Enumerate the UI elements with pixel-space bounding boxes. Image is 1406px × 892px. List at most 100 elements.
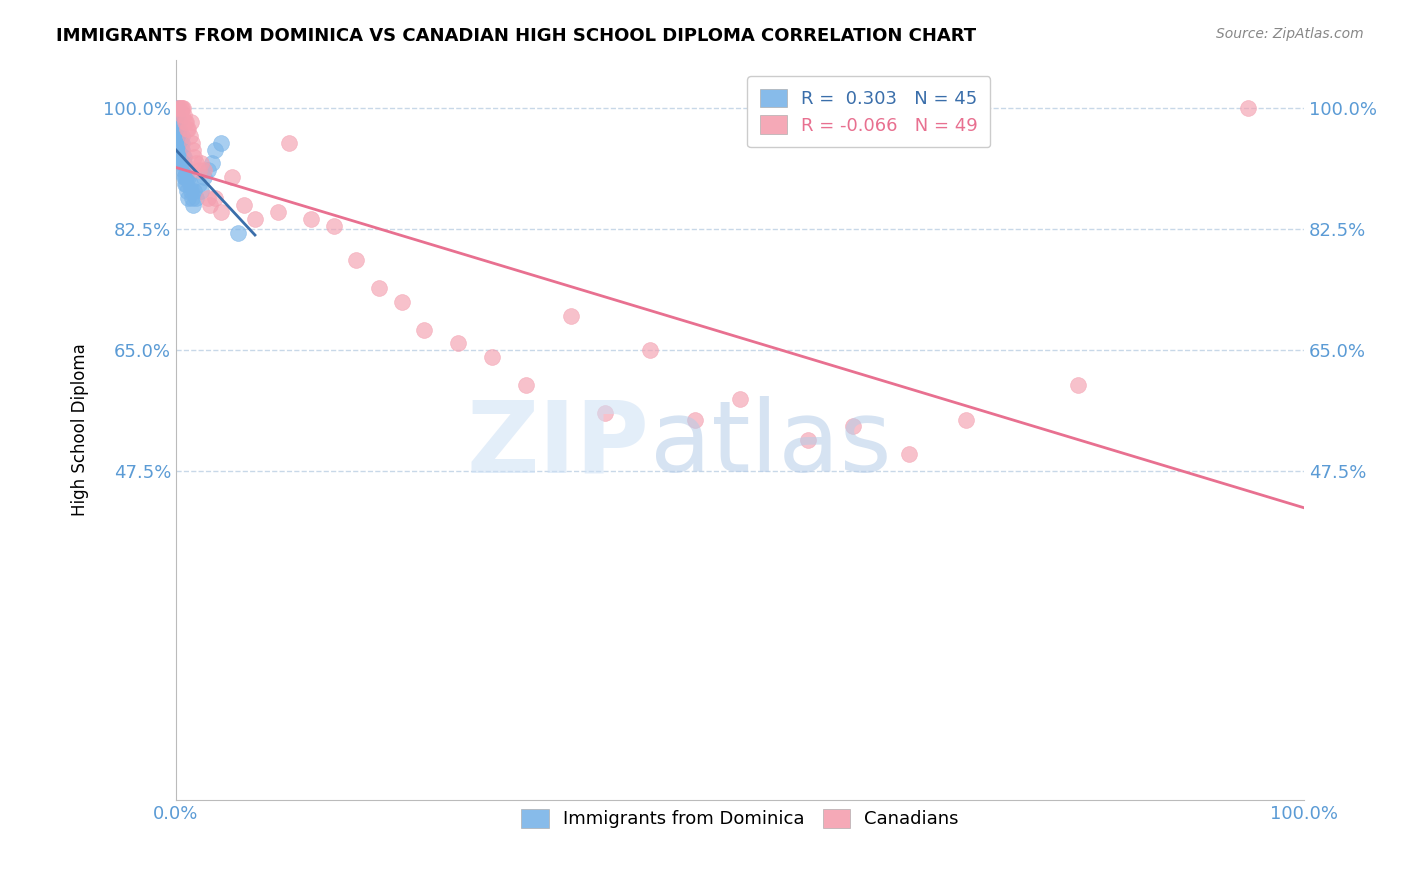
Point [187, 177, 209, 191]
Point [413, 322, 436, 336]
Point [842, 419, 865, 434]
Point [266, 205, 288, 219]
Point [796, 434, 818, 448]
Point [299, 211, 322, 226]
Point [172, 101, 194, 115]
Point [177, 170, 200, 185]
Point [683, 412, 706, 426]
Point [955, 412, 977, 426]
Point [190, 156, 212, 170]
Legend: Immigrants from Dominica, Canadians: Immigrants from Dominica, Canadians [515, 802, 966, 836]
Point [173, 156, 195, 170]
Point [368, 281, 391, 295]
Point [322, 219, 344, 233]
Point [170, 128, 193, 143]
Point [391, 294, 413, 309]
Point [190, 184, 212, 198]
Point [593, 406, 616, 420]
Point [169, 143, 191, 157]
Point [174, 115, 197, 129]
Point [209, 205, 232, 219]
Point [221, 170, 243, 185]
Point [201, 156, 224, 170]
Point [176, 184, 198, 198]
Point [186, 191, 208, 205]
Text: atlas: atlas [650, 396, 891, 493]
Point [167, 128, 190, 143]
Point [515, 378, 537, 392]
Point [193, 163, 215, 178]
Point [173, 170, 195, 185]
Point [173, 149, 195, 163]
Point [346, 253, 368, 268]
Point [169, 121, 191, 136]
Point [197, 163, 219, 178]
Text: IMMIGRANTS FROM DOMINICA VS CANADIAN HIGH SCHOOL DIPLOMA CORRELATION CHART: IMMIGRANTS FROM DOMINICA VS CANADIAN HIG… [56, 27, 976, 45]
Point [232, 198, 254, 212]
Point [198, 198, 221, 212]
Point [180, 184, 202, 198]
Point [179, 128, 201, 143]
Point [174, 170, 197, 185]
Point [167, 101, 190, 115]
Point [166, 108, 188, 122]
Point [204, 191, 226, 205]
Point [169, 115, 191, 129]
Point [177, 191, 200, 205]
Point [174, 177, 197, 191]
Point [172, 156, 194, 170]
Text: Source: ZipAtlas.com: Source: ZipAtlas.com [1216, 27, 1364, 41]
Point [177, 121, 200, 136]
Point [183, 149, 205, 163]
Point [180, 115, 202, 129]
Point [169, 149, 191, 163]
Text: ZIP: ZIP [467, 396, 650, 493]
Point [174, 170, 197, 185]
Point [167, 121, 190, 136]
Point [170, 108, 193, 122]
Point [243, 211, 266, 226]
Point [180, 191, 202, 205]
Point [172, 163, 194, 178]
Point [180, 136, 202, 150]
Point [170, 136, 193, 150]
Point [1236, 101, 1258, 115]
Point [166, 101, 188, 115]
Point [187, 163, 209, 178]
Point [181, 143, 204, 157]
Point [169, 101, 191, 115]
Point [197, 191, 219, 205]
Point [447, 336, 470, 351]
Point [193, 170, 215, 185]
Point [176, 121, 198, 136]
Point [560, 309, 582, 323]
Point [170, 156, 193, 170]
Point [167, 115, 190, 129]
Point [481, 350, 503, 364]
Point [898, 447, 921, 461]
Point [728, 392, 751, 406]
Point [638, 343, 661, 358]
Point [176, 163, 198, 178]
Point [172, 149, 194, 163]
Y-axis label: High School Diploma: High School Diploma [72, 343, 89, 516]
Point [204, 143, 226, 157]
Point [226, 226, 249, 240]
Point [186, 156, 208, 170]
Point [173, 108, 195, 122]
Point [169, 128, 191, 143]
Point [169, 143, 191, 157]
Point [181, 198, 204, 212]
Point [277, 136, 299, 150]
Point [170, 143, 193, 157]
Point [169, 136, 191, 150]
Point [174, 163, 197, 178]
Point [174, 177, 197, 191]
Point [183, 184, 205, 198]
Point [174, 115, 197, 129]
Point [170, 101, 193, 115]
Point [209, 136, 232, 150]
Point [179, 177, 201, 191]
Point [1067, 378, 1090, 392]
Point [169, 101, 191, 115]
